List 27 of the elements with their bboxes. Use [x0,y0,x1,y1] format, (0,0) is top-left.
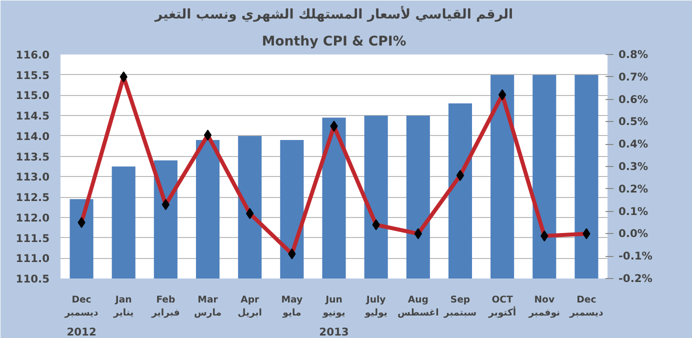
y2-tick-label: 0.8% [618,48,648,61]
y-tick-label: 115.0 [16,89,50,102]
y-tick-label: 112.0 [16,211,50,224]
y-tick-label: 111.5 [16,232,50,245]
y2-tick-label: 0.1% [618,204,648,218]
y2-tick-label: -0.1% [618,250,653,263]
chart-title: الرقم القياسي لأسعار المستهلك الشهري ونسب التغير [154,6,514,22]
y-tick-label: 112.5 [16,191,50,204]
y2-tick-label: 0.4% [618,138,648,151]
y2-tick-label: 0.2% [618,182,648,196]
text: 2012 [66,326,96,338]
chart-subtitle: Monthy CPI & CPI% [262,34,406,50]
y2-tick-label: 0.5% [618,115,648,128]
y-tick-label: 114.5 [16,110,50,123]
y2-tick-label: -0.2% [618,272,653,285]
y-tick-label: 111.0 [16,252,50,266]
y-tick-label: 114.0 [16,130,50,143]
y-tick-label: 116.0 [16,48,50,62]
y-tick-label: 113.0 [16,170,50,184]
y2-tick-label: 0.0% [618,227,648,240]
y-tick-label: 115.5 [16,68,50,82]
y2-tick-label: 0.6% [618,92,648,106]
y-tick-label: 110.5 [16,272,50,286]
y2-tick-label: 0.3% [618,160,648,173]
text: 2013 [319,326,349,338]
y2-tick-label: 0.7% [618,70,648,84]
y-tick-label: 113.5 [16,150,50,164]
